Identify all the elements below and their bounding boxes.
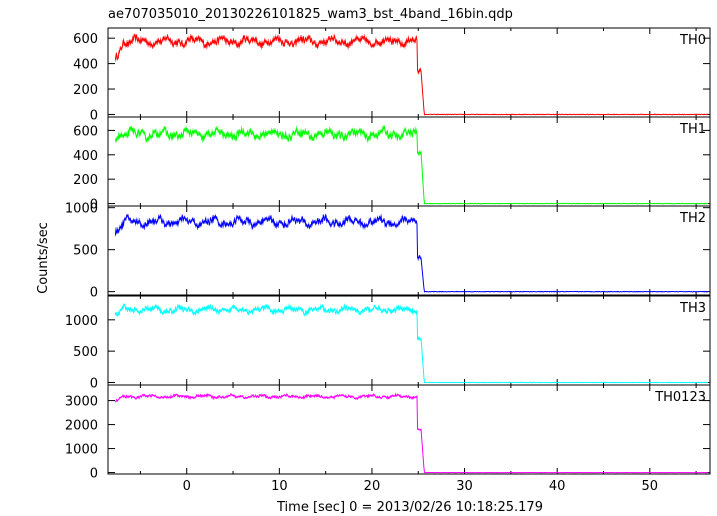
y-tick-label: 2000	[65, 419, 98, 434]
y-tick-label: 400	[73, 149, 98, 164]
panel-label: TH0123	[654, 390, 706, 405]
panel-label: TH2	[679, 211, 706, 226]
y-tick-label: 0	[90, 376, 98, 391]
y-tick-label: 600	[73, 124, 98, 139]
x-tick-label: 10	[271, 479, 288, 494]
x-tick-label: 0	[183, 479, 191, 494]
series-line-th0123	[115, 392, 709, 474]
y-tick-label: 600	[73, 32, 98, 47]
y-tick-label: 500	[73, 244, 98, 259]
y-axis-label: Counts/sec	[36, 222, 51, 294]
panel-frame	[107, 205, 711, 296]
x-tick-label: 50	[642, 479, 659, 494]
x-tick-label: 30	[456, 479, 473, 494]
y-tick-label: 200	[73, 173, 98, 188]
y-tick-label: 1000	[65, 202, 98, 217]
y-tick-label: 0	[90, 108, 98, 123]
panel-frame	[107, 384, 711, 475]
panel-th2: 0 500 1000 TH2	[65, 202, 711, 301]
series-line-th1	[114, 125, 709, 205]
error-bars	[115, 124, 421, 156]
y-tick-label: 500	[73, 345, 98, 360]
x-tick-label: 20	[364, 479, 381, 494]
y-tick-label: 3000	[65, 395, 98, 410]
panel-th3: 0 500 1000 TH3	[65, 295, 711, 391]
y-tick-label: 0	[90, 286, 98, 301]
panel-label: TH3	[679, 301, 706, 316]
y-tick-label: 1000	[65, 443, 98, 458]
chart-title: ae707035010_20130226101825_wam3_bst_4ban…	[108, 7, 513, 22]
panel-th0123: 0 1000 2000 3000 TH0123	[65, 384, 711, 482]
series-line-th0	[114, 33, 709, 116]
error-bars	[115, 303, 421, 342]
panel-th0: 0 200 400 600 TH0	[73, 27, 711, 123]
panel-label: TH0	[679, 33, 706, 48]
series-line-th2	[114, 214, 709, 293]
y-tick-label: 0	[90, 467, 98, 482]
y-tick-label: 1000	[65, 314, 98, 329]
series-line-th3	[114, 303, 709, 384]
y-tick-label: 0	[90, 198, 98, 213]
panel-label: TH1	[679, 122, 706, 137]
y-tick-label: 400	[73, 58, 98, 73]
x-axis-label: Time [sec] 0 = 2013/02/26 10:18:25.179	[276, 500, 543, 515]
x-tick-label: 40	[549, 479, 566, 494]
error-bars	[115, 33, 421, 75]
panel-th1: 0 200 400 600 TH1	[73, 116, 711, 213]
y-tick-label: 200	[73, 83, 98, 98]
